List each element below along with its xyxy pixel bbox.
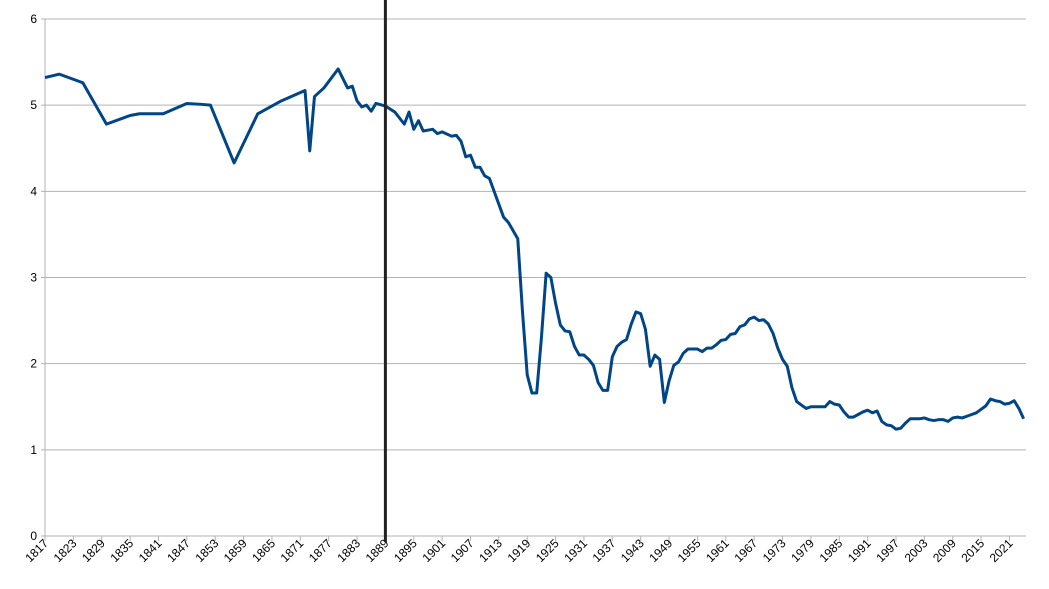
x-tick-label: 1961 (703, 536, 732, 565)
y-tick-label: 6 (30, 12, 37, 26)
x-tick-label: 1907 (448, 536, 477, 565)
x-tick-label: 1967 (731, 536, 760, 565)
x-tick-label: 1865 (249, 536, 278, 565)
x-tick-label: 2021 (987, 536, 1016, 565)
x-tick-label: 1895 (391, 536, 420, 565)
x-tick-label: 1949 (646, 536, 675, 565)
y-tick-label: 0 (30, 529, 37, 543)
x-tick-label: 1931 (561, 536, 590, 565)
x-tick-label: 1847 (164, 536, 193, 565)
x-tick-label: 1955 (675, 536, 704, 565)
x-tick-label: 1901 (419, 536, 448, 565)
x-tick-label: 1853 (193, 536, 222, 565)
x-tick-label: 1859 (221, 536, 250, 565)
x-tick-label: 1943 (618, 536, 647, 565)
x-tick-label: 1823 (51, 536, 80, 565)
y-tick-label: 1 (30, 443, 37, 457)
x-tick-label: 1937 (590, 536, 619, 565)
x-tick-label: 1871 (278, 536, 307, 565)
x-tick-label: 1877 (306, 536, 335, 565)
x-tick-label: 2003 (902, 536, 931, 565)
x-tick-label: 1829 (79, 536, 108, 565)
x-tick-label: 1889 (363, 536, 392, 565)
y-tick-label: 2 (30, 357, 37, 371)
x-tick-label: 1991 (845, 536, 874, 565)
x-tick-label: 1973 (760, 536, 789, 565)
x-tick-label: 1979 (788, 536, 817, 565)
x-tick-label: 2009 (930, 536, 959, 565)
x-tick-label: 1925 (533, 536, 562, 565)
x-tick-label: 1817 (22, 536, 51, 565)
x-tick-label: 1997 (873, 536, 902, 565)
x-tick-label: 2015 (958, 536, 987, 565)
y-tick-label: 4 (30, 184, 37, 198)
x-tick-label: 1841 (136, 536, 165, 565)
x-tick-label: 1835 (107, 536, 136, 565)
y-tick-label: 5 (30, 98, 37, 112)
x-tick-label: 1883 (334, 536, 363, 565)
x-tick-label: 1919 (505, 536, 534, 565)
x-tick-label: 1985 (817, 536, 846, 565)
y-tick-label: 3 (30, 271, 37, 285)
x-tick-label: 1913 (476, 536, 505, 565)
data-line (44, 67, 1026, 431)
